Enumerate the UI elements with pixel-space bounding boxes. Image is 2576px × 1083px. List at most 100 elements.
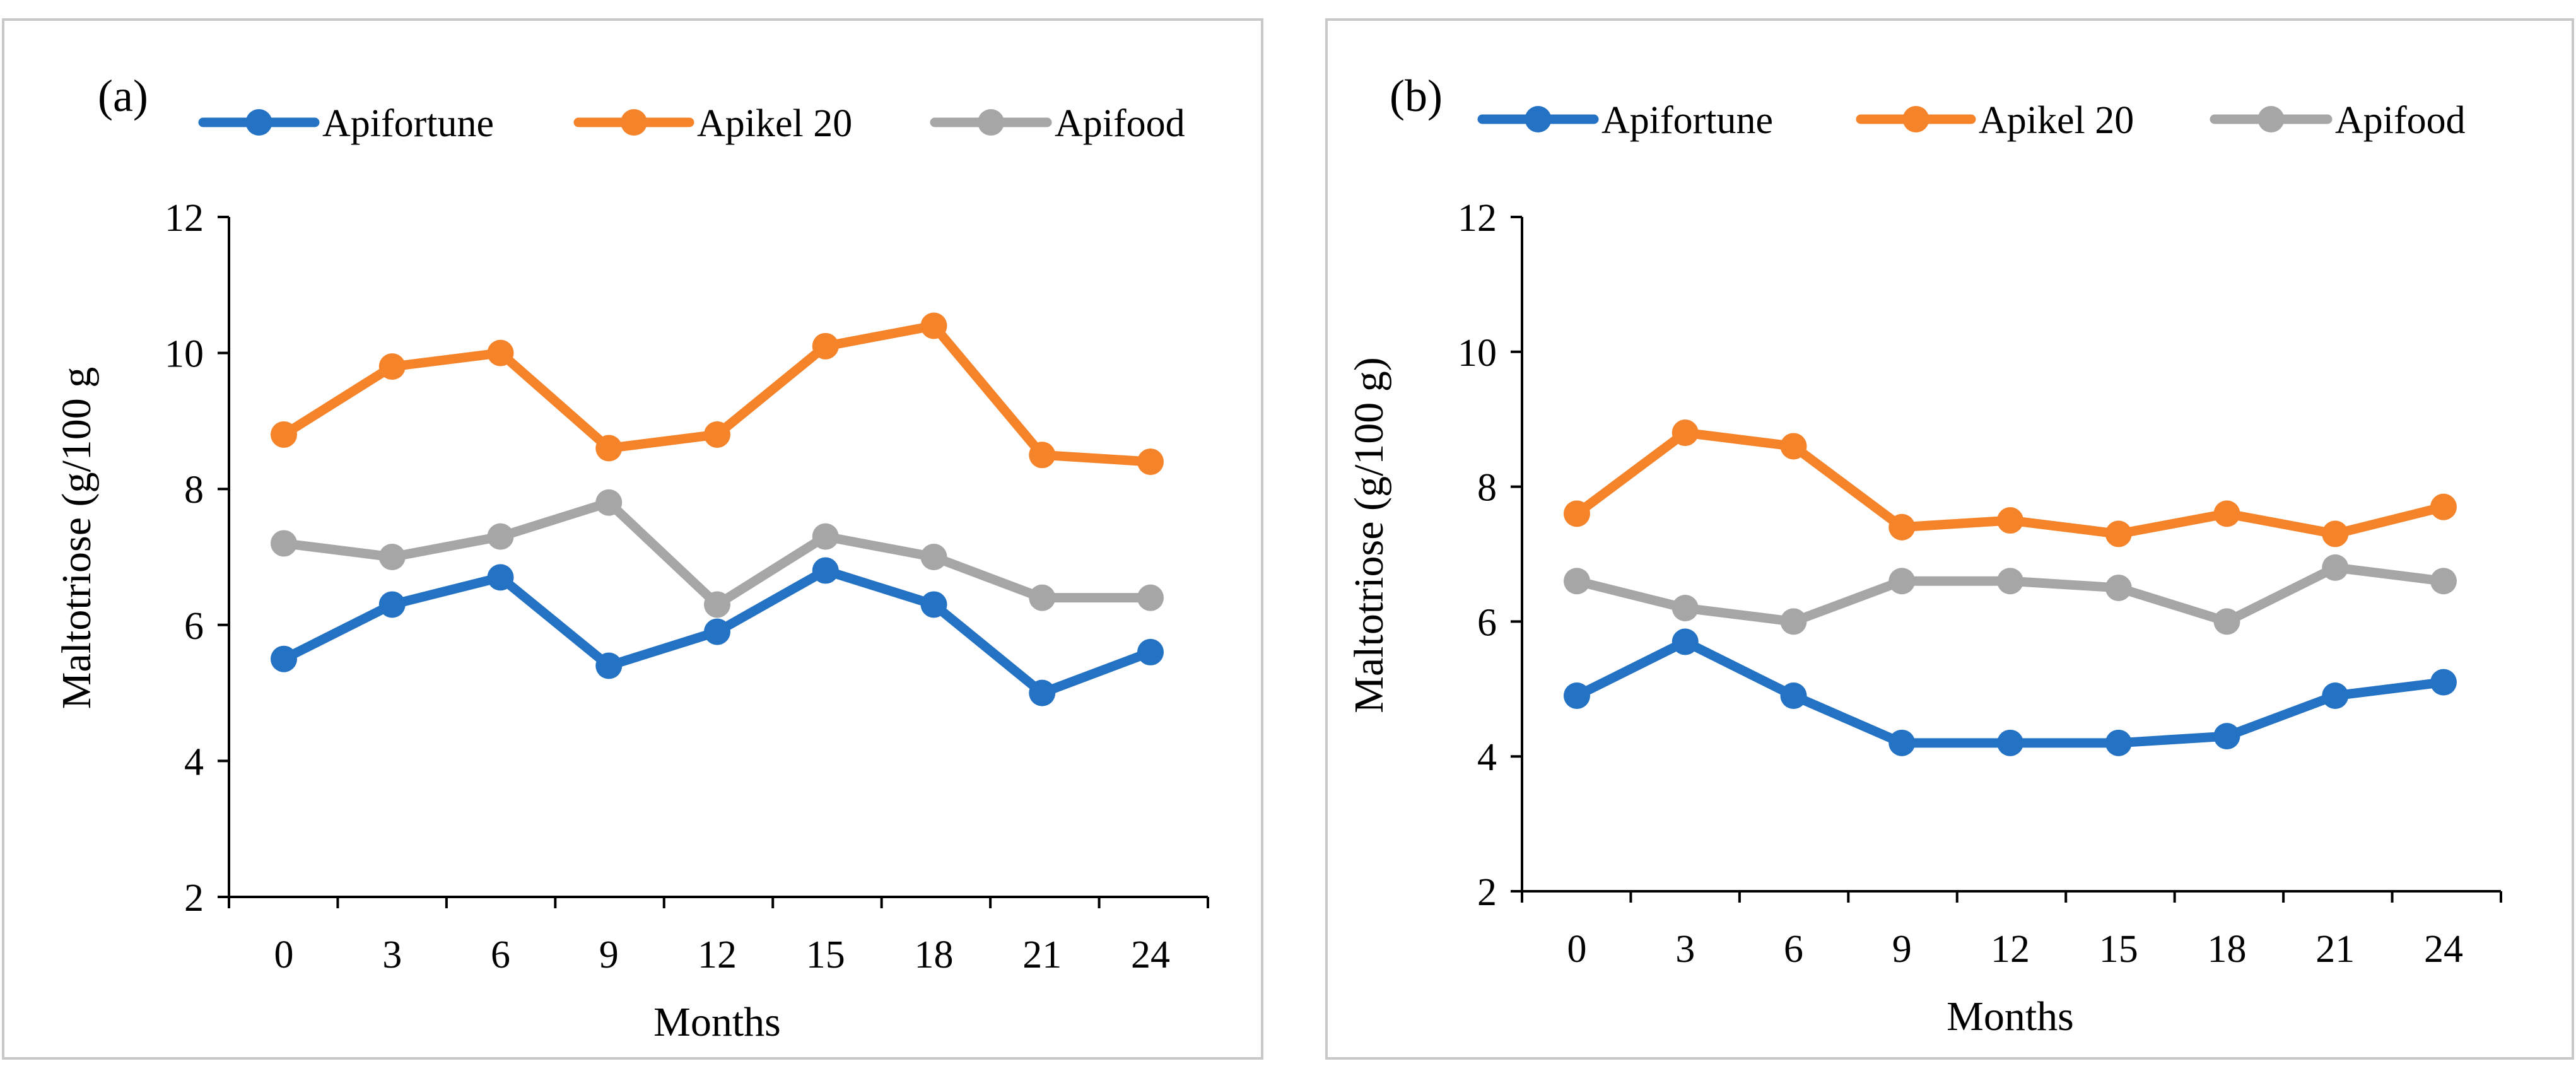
x-axis-title: Months <box>1947 993 2074 1039</box>
data-point <box>271 645 297 672</box>
data-point <box>1137 584 1164 611</box>
x-tick-label: 9 <box>599 934 619 976</box>
x-tick-label: 0 <box>1567 928 1587 971</box>
data-point <box>812 523 839 550</box>
legend-entry: Apifood <box>930 102 1185 145</box>
data-point <box>378 591 406 618</box>
y-tick-label: 2 <box>184 877 204 920</box>
data-point <box>920 312 947 339</box>
panel-frame <box>1325 18 2574 1060</box>
data-point <box>2322 520 2349 547</box>
x-tick-label: 9 <box>1892 928 1912 971</box>
data-point <box>1029 584 1056 611</box>
y-tick-label: 2 <box>1477 871 1497 914</box>
data-point <box>812 332 839 360</box>
x-tick-label: 18 <box>915 934 954 976</box>
data-point <box>2322 682 2349 709</box>
legend-marker <box>1902 106 1929 132</box>
series-line <box>1572 636 2449 748</box>
data-point <box>2105 574 2132 601</box>
y-tick-label: 6 <box>1477 601 1497 644</box>
legend-label: Apifortune <box>322 102 494 145</box>
legend-label: Apikel 20 <box>1979 99 2134 142</box>
data-point <box>1564 500 1590 527</box>
legend-entry: Apifortune <box>198 102 494 145</box>
x-tick-label: 12 <box>1991 928 2030 971</box>
data-point <box>2105 729 2132 756</box>
x-tick-label: 3 <box>1675 928 1695 971</box>
data-point <box>378 544 406 570</box>
data-point <box>2213 608 2240 635</box>
legend-entry: Apikel 20 <box>573 102 852 145</box>
data-point <box>704 591 730 618</box>
series-apikel-20 <box>1564 419 2457 547</box>
data-point <box>378 353 406 380</box>
data-point <box>2430 669 2457 696</box>
data-point <box>1671 628 1699 655</box>
data-point <box>487 564 514 591</box>
data-point <box>1137 638 1164 665</box>
data-point <box>1029 442 1056 469</box>
y-tick-label: 4 <box>184 741 204 783</box>
y-tick-label: 8 <box>1477 467 1497 510</box>
data-point <box>1780 682 1807 709</box>
legend-label: Apifood <box>2335 99 2466 142</box>
data-point <box>2430 493 2457 520</box>
data-point <box>1029 679 1056 706</box>
data-point <box>1564 682 1590 709</box>
data-point <box>812 557 839 584</box>
legend-marker <box>1525 106 1552 132</box>
legend-marker <box>978 109 1004 136</box>
data-point <box>704 618 730 645</box>
x-tick-label: 15 <box>2099 928 2138 971</box>
series-apifortune <box>271 557 1164 706</box>
series-apifood <box>1564 554 2457 635</box>
series-line <box>279 498 1156 609</box>
y-tick-label: 10 <box>165 333 204 376</box>
x-tick-label: 15 <box>806 934 845 976</box>
legend-label: Apikel 20 <box>697 102 852 145</box>
x-axis-title: Months <box>653 999 781 1045</box>
data-point <box>1888 513 1916 541</box>
data-point <box>595 489 623 516</box>
data-point <box>2213 723 2240 750</box>
data-point <box>1997 507 2023 534</box>
x-tick-label: 6 <box>1784 928 1803 971</box>
series-apikel-20 <box>271 312 1164 476</box>
legend-entry: Apikel 20 <box>1856 99 2134 142</box>
data-point <box>920 544 947 570</box>
data-point <box>1888 568 1916 595</box>
data-point <box>704 421 730 448</box>
panel-frame <box>2 18 1263 1060</box>
y-tick-label: 6 <box>184 605 204 648</box>
legend-marker <box>245 109 272 136</box>
data-point <box>271 421 297 448</box>
data-point <box>487 523 514 550</box>
data-point <box>1780 433 1807 460</box>
data-point <box>1888 729 1916 756</box>
data-point <box>1671 419 1699 447</box>
x-tick-label: 12 <box>698 934 737 976</box>
legend-marker <box>621 109 647 136</box>
series-apifood <box>271 489 1164 618</box>
x-tick-label: 3 <box>382 934 402 976</box>
data-point <box>1780 608 1807 635</box>
series-apifortune <box>1564 628 2457 756</box>
legend-entry: Apifood <box>2210 99 2466 142</box>
y-tick-label: 4 <box>1477 736 1497 779</box>
data-point <box>1997 568 2023 595</box>
data-point <box>2105 520 2132 547</box>
data-point <box>595 435 623 462</box>
data-point <box>2430 568 2457 595</box>
data-point <box>2213 500 2240 527</box>
x-tick-label: 0 <box>274 934 294 976</box>
data-point <box>2322 554 2349 581</box>
y-tick-label: 12 <box>165 197 204 240</box>
data-point <box>271 530 297 557</box>
data-point <box>1564 568 1590 595</box>
x-tick-label: 21 <box>2315 928 2355 971</box>
data-point <box>487 339 514 366</box>
